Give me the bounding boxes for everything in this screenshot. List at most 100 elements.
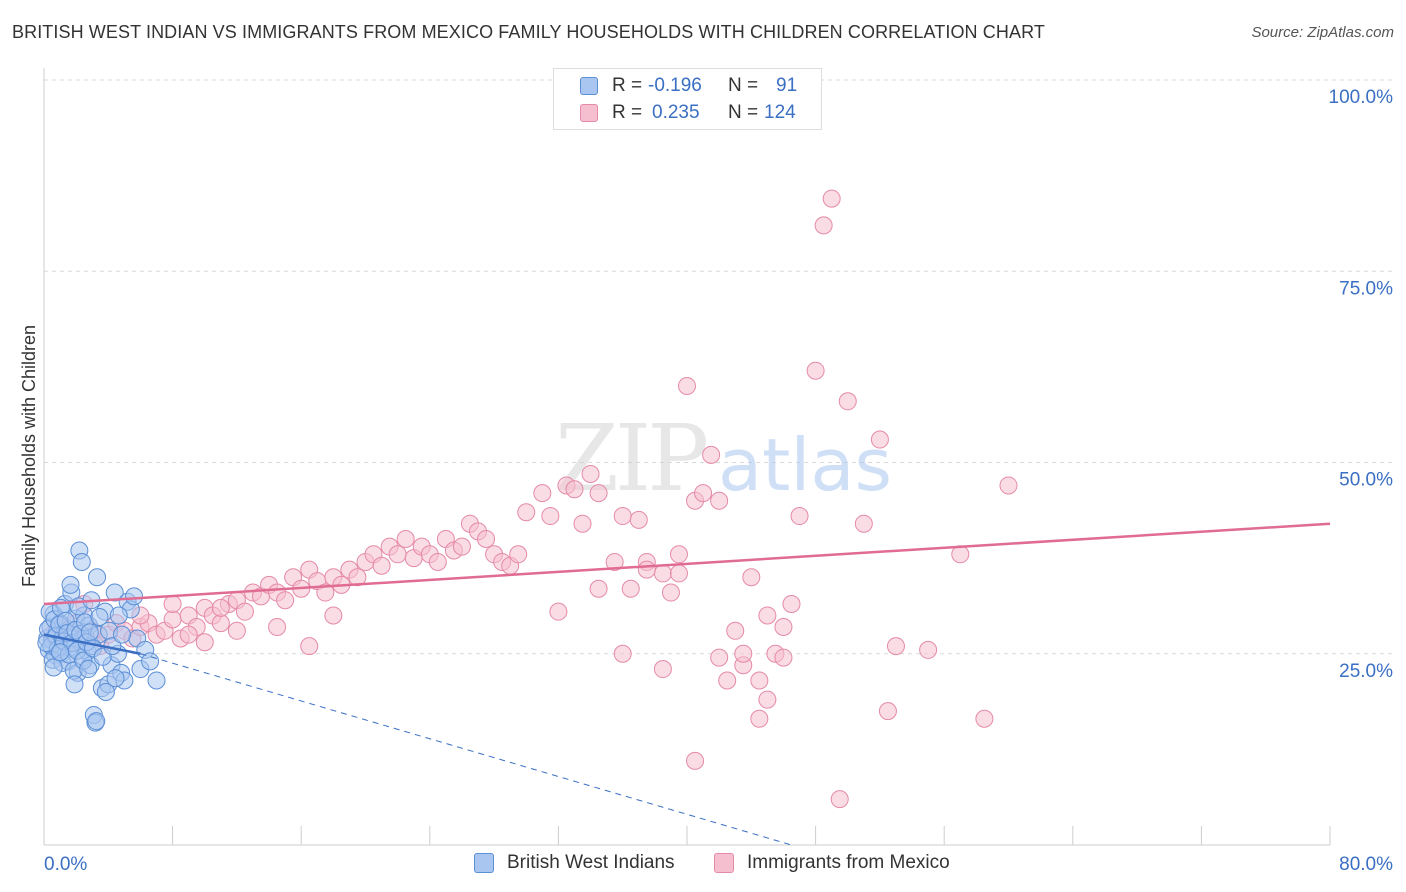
point-immigrants-from-mexico xyxy=(710,648,729,667)
point-immigrants-from-mexico xyxy=(653,660,672,679)
point-immigrants-from-mexico xyxy=(702,445,721,464)
point-immigrants-from-mexico xyxy=(669,564,688,583)
point-immigrants-from-mexico xyxy=(774,648,793,667)
point-immigrants-from-mexico xyxy=(710,491,729,510)
y-tick-label: 50.0% xyxy=(1339,470,1393,491)
point-immigrants-from-mexico xyxy=(726,621,745,640)
point-immigrants-from-mexico xyxy=(661,583,680,602)
point-immigrants-from-mexico xyxy=(477,530,496,548)
point-immigrants-from-mexico xyxy=(316,583,335,602)
point-immigrants-from-mexico xyxy=(822,189,841,208)
y-tick-label: 25.0% xyxy=(1339,661,1393,682)
point-immigrants-from-mexico xyxy=(694,484,713,503)
axis-labels: 25.0% 50.0% 75.0% 100.0% 0.0% 80.0% Family Hou… xyxy=(19,87,1393,875)
x-tick-label-min: 0.0% xyxy=(44,854,87,875)
point-immigrants-from-mexico xyxy=(227,621,246,640)
legend-swatch-pink xyxy=(580,104,598,122)
point-immigrants-from-mexico xyxy=(758,606,777,625)
point-immigrants-from-mexico xyxy=(975,709,994,728)
point-immigrants-from-mexico xyxy=(838,392,857,411)
point-immigrants-from-mexico xyxy=(613,507,632,526)
point-british-west-indians xyxy=(147,671,166,690)
point-british-west-indians xyxy=(80,623,99,642)
point-immigrants-from-mexico xyxy=(324,606,343,625)
point-immigrants-from-mexico xyxy=(195,633,214,652)
y-tick-label: 75.0% xyxy=(1339,278,1393,299)
point-british-west-indians xyxy=(105,583,124,602)
point-immigrants-from-mexico xyxy=(629,510,648,529)
point-immigrants-from-mexico xyxy=(268,617,287,636)
trend-lines xyxy=(43,522,1331,846)
point-immigrants-from-mexico xyxy=(276,591,295,610)
point-immigrants-from-mexico xyxy=(549,602,568,621)
point-immigrants-from-mexico xyxy=(517,503,536,522)
point-immigrants-from-mexico xyxy=(163,595,182,614)
point-immigrants-from-mexico xyxy=(211,598,230,617)
point-british-west-indians xyxy=(87,712,106,731)
trend-line-british-west-indians xyxy=(43,633,141,655)
stats-row-british-west-indians: R = -0.196 N = 91 xyxy=(554,73,823,99)
legend-label: British West Indians xyxy=(507,852,675,873)
point-immigrants-from-mexico xyxy=(179,625,198,644)
point-immigrants-from-mexico xyxy=(686,751,705,770)
point-british-west-indians xyxy=(79,660,98,679)
y-axis-title: Family Households with Children xyxy=(19,325,39,587)
point-immigrants-from-mexico xyxy=(565,480,584,499)
r-value: 0.235 xyxy=(652,102,700,123)
chart-title: BRITISH WEST INDIAN VS IMMIGRANTS FROM M… xyxy=(12,22,1045,42)
point-immigrants-from-mexico xyxy=(613,644,632,663)
gridlines xyxy=(44,79,1395,655)
point-immigrants-from-mexico xyxy=(348,568,367,587)
point-immigrants-from-mexico xyxy=(372,556,391,575)
point-immigrants-from-mexico xyxy=(782,595,801,614)
point-immigrants-from-mexico xyxy=(878,702,897,721)
stats-legend: R = -0.196 N = 91 R = 0.235 N = 124 xyxy=(553,68,822,130)
point-immigrants-from-mexico xyxy=(533,484,552,503)
point-immigrants-from-mexico xyxy=(854,514,873,533)
point-immigrants-from-mexico xyxy=(758,690,777,709)
point-immigrants-from-mexico xyxy=(806,361,825,380)
point-immigrants-from-mexico xyxy=(774,617,793,636)
stats-row-immigrants-from-mexico: R = 0.235 N = 124 xyxy=(554,100,823,126)
watermark-atlas: atlas xyxy=(718,423,892,507)
point-immigrants-from-mexico xyxy=(452,537,471,556)
x-tick-label-max: 80.0% xyxy=(1339,854,1393,875)
legend-swatch-pink xyxy=(714,853,734,873)
point-british-west-indians xyxy=(61,575,80,594)
point-immigrants-from-mexico xyxy=(589,484,608,503)
point-british-west-indians xyxy=(106,669,125,688)
point-immigrants-from-mexico xyxy=(621,579,640,598)
point-immigrants-from-mexico xyxy=(581,464,600,483)
point-british-west-indians xyxy=(72,552,91,571)
point-british-west-indians xyxy=(90,608,109,627)
point-immigrants-from-mexico xyxy=(235,602,254,621)
point-british-west-indians xyxy=(141,652,160,671)
y-tick-label: 100.0% xyxy=(1329,87,1394,108)
point-immigrants-from-mexico xyxy=(790,507,809,526)
point-immigrants-from-mexico xyxy=(999,476,1018,495)
point-immigrants-from-mexico xyxy=(919,640,938,659)
point-immigrants-from-mexico xyxy=(605,552,624,571)
point-british-west-indians xyxy=(88,568,107,587)
point-immigrants-from-mexico xyxy=(637,560,656,579)
legend-swatch-blue xyxy=(474,853,494,873)
point-british-west-indians xyxy=(125,587,144,606)
point-immigrants-from-mexico xyxy=(886,637,905,656)
point-immigrants-from-mexico xyxy=(573,514,592,533)
point-immigrants-from-mexico xyxy=(388,545,407,564)
trend-line-immigrants-from-mexico xyxy=(43,522,1331,606)
point-immigrants-from-mexico xyxy=(750,709,769,728)
point-immigrants-from-mexico xyxy=(428,552,447,571)
point-immigrants-from-mexico xyxy=(653,564,672,583)
n-value: 91 xyxy=(776,75,798,96)
point-british-west-indians xyxy=(112,625,131,644)
r-value: -0.196 xyxy=(648,75,702,96)
point-immigrants-from-mexico xyxy=(734,644,753,663)
series-british-west-indians xyxy=(37,541,166,732)
point-immigrants-from-mexico xyxy=(678,377,696,395)
point-british-west-indians xyxy=(51,643,70,662)
point-immigrants-from-mexico xyxy=(718,671,737,690)
n-label: N = xyxy=(728,75,759,96)
point-british-west-indians xyxy=(44,658,63,677)
